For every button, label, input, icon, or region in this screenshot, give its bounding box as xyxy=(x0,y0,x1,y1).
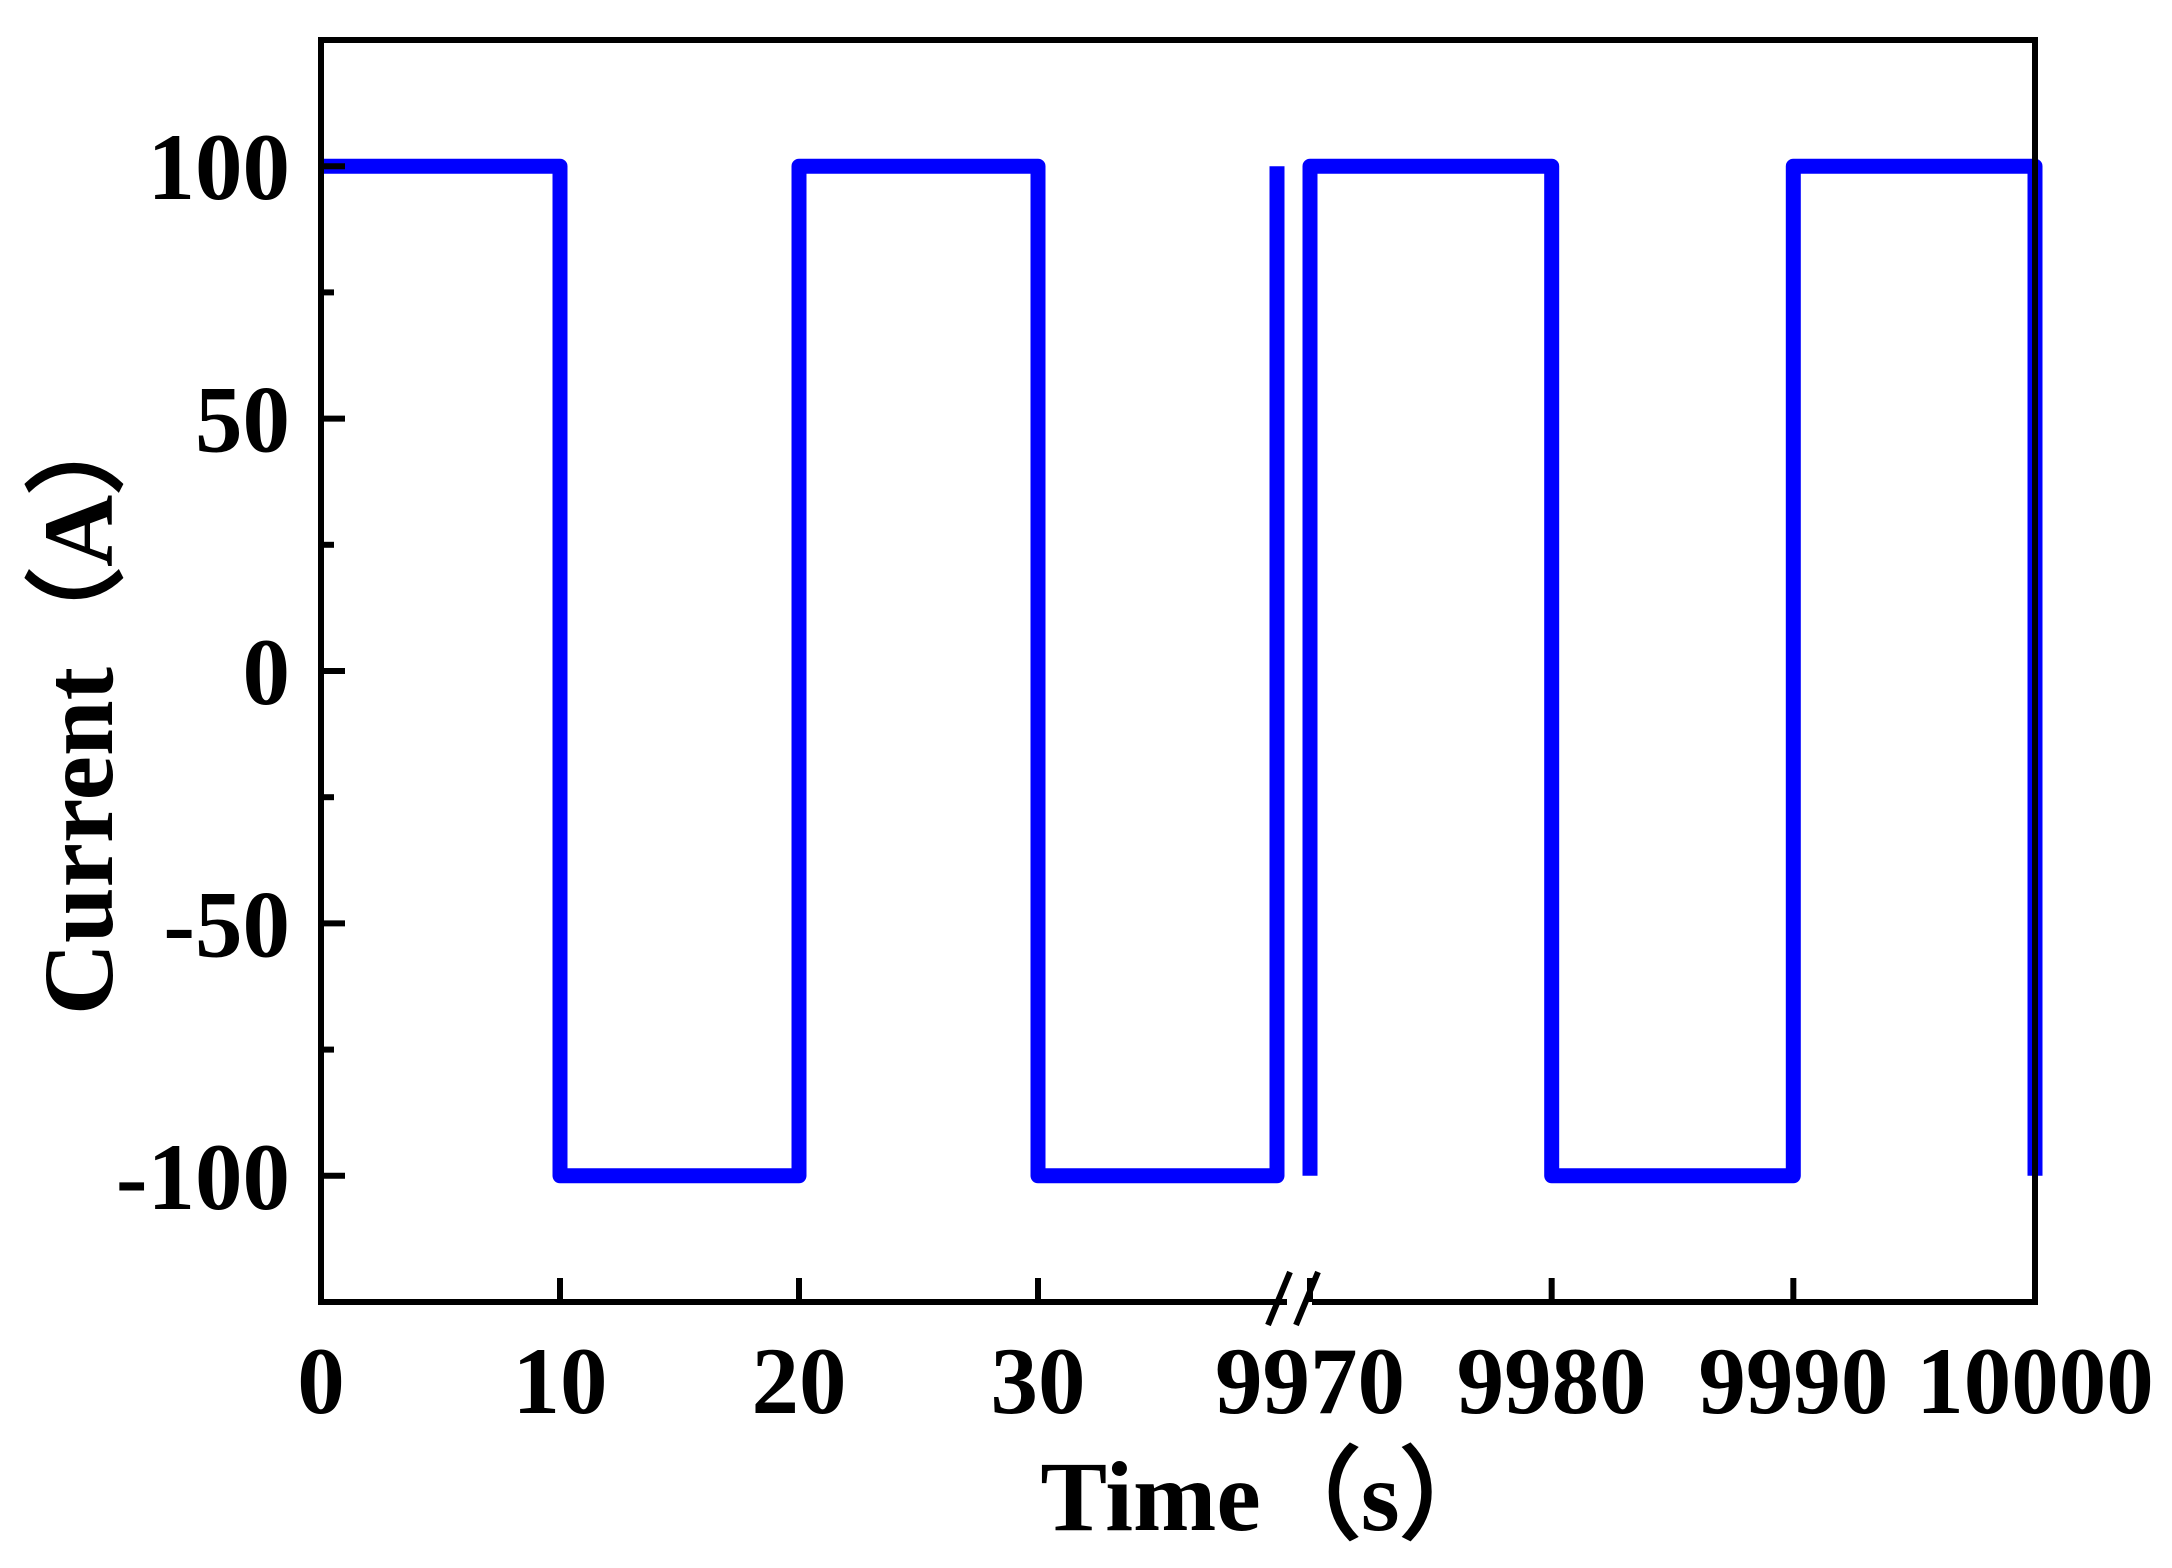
series-line-segment-2 xyxy=(1302,158,2043,1184)
y-tick-label: -50 xyxy=(163,871,290,977)
x-tick-label: 10000 xyxy=(1916,1328,2154,1434)
x-tick-label: 10 xyxy=(513,1328,608,1434)
x-tick-label: 9970 xyxy=(1215,1328,1405,1434)
y-tick-label: 50 xyxy=(195,367,290,473)
x-tick-label: 30 xyxy=(991,1328,1086,1434)
x-tick-label: 9990 xyxy=(1698,1328,1888,1434)
y-tick-label: 0 xyxy=(243,619,291,725)
plot-frame xyxy=(318,37,2038,1327)
y-tick-label: 100 xyxy=(148,114,291,220)
y-tick-label: -100 xyxy=(116,1124,290,1230)
series-line-segment-1 xyxy=(321,158,1285,1184)
plot-lines xyxy=(321,158,2043,1184)
x-axis-label: Time（s） xyxy=(1040,1441,1499,1552)
x-tick-label: 20 xyxy=(752,1328,847,1434)
axis-break-mark xyxy=(1265,1270,1293,1327)
axis-ticks xyxy=(318,163,2038,1302)
y-axis-label: Current（A） xyxy=(23,395,134,1015)
x-tick-label: 0 xyxy=(297,1328,345,1434)
x-tick-label: 9980 xyxy=(1457,1328,1647,1434)
